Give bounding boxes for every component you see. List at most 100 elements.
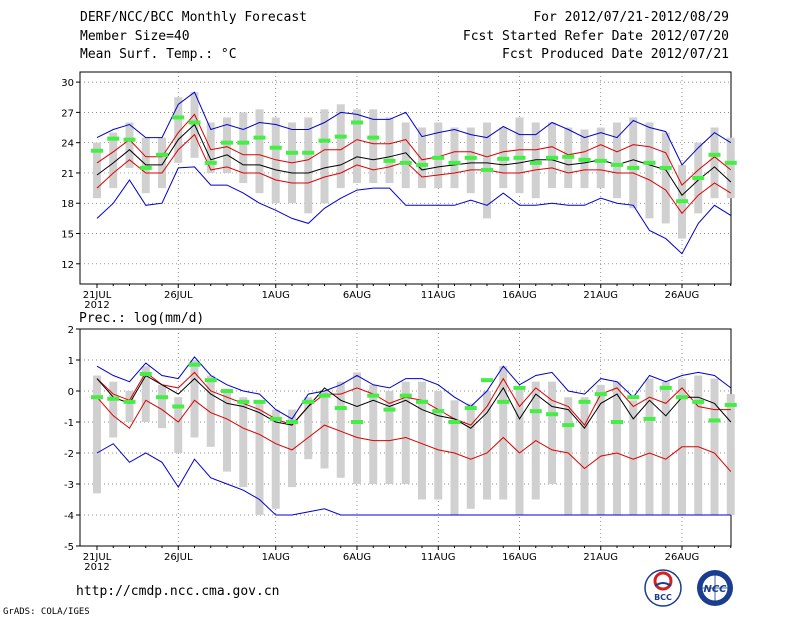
member-bar xyxy=(223,117,231,173)
x-tick-label: 26JUL xyxy=(164,290,193,301)
observed-marker xyxy=(464,406,477,411)
observed-marker xyxy=(221,389,233,393)
member-bar xyxy=(596,127,605,189)
observed-marker xyxy=(676,395,688,400)
member-bar xyxy=(483,391,491,500)
max-line xyxy=(96,356,732,420)
member-bar xyxy=(401,122,410,189)
member-bar xyxy=(125,391,134,422)
observed-marker xyxy=(123,137,136,142)
observed-marker xyxy=(334,406,347,411)
x-tick-label: 21AUG xyxy=(583,290,618,301)
member-bar xyxy=(629,117,638,209)
y-tick-label: 24 xyxy=(61,139,74,150)
member-bar xyxy=(304,397,313,460)
x-tick-label: 21JUL xyxy=(83,290,112,301)
member-bar xyxy=(206,122,215,173)
y-tick-label: 2 xyxy=(68,325,74,336)
member-bar xyxy=(645,122,654,219)
member-bar xyxy=(694,375,703,515)
member-bar xyxy=(515,117,524,194)
observed-marker xyxy=(172,115,185,120)
observed-marker xyxy=(302,399,315,404)
y-tick-label: 27 xyxy=(61,108,74,119)
observed-marker xyxy=(562,154,575,159)
observed-marker xyxy=(237,399,250,404)
x-tick-label: 21JUL xyxy=(83,552,112,563)
observed-marker xyxy=(188,120,201,125)
x-year-label: 2012 xyxy=(84,300,109,311)
ensemble-mean-line xyxy=(96,123,732,196)
x-tick-label: 6AUG xyxy=(343,290,371,301)
min-line xyxy=(96,166,732,255)
observed-marker xyxy=(253,399,266,404)
member-bar xyxy=(336,381,345,478)
observed-marker xyxy=(253,135,266,140)
upper-spread-line xyxy=(96,371,731,426)
y-tick-label: 15 xyxy=(61,230,74,241)
observed-marker xyxy=(708,152,721,157)
observed-marker xyxy=(708,418,721,423)
member-bar xyxy=(710,378,719,515)
member-bar xyxy=(353,109,361,184)
variable-label: Mean Surf. Temp.: °C xyxy=(80,47,237,62)
member-bar xyxy=(125,122,134,168)
produced-date: Fcst Produced Date 2012/07/21 xyxy=(502,47,729,62)
observed-marker xyxy=(416,399,428,404)
lower-spread-line xyxy=(96,396,732,472)
x-tick-label: 11AUG xyxy=(421,552,456,563)
member-bar xyxy=(515,387,524,515)
member-bar xyxy=(613,381,621,515)
observed-marker xyxy=(643,416,656,421)
ncc-logo: NCC xyxy=(697,570,733,606)
observed-marker xyxy=(448,160,461,165)
x-tick-label: 21AUG xyxy=(583,552,618,563)
x-tick-label: 11AUG xyxy=(421,290,456,301)
observed-marker xyxy=(497,399,510,404)
x-tick-label: 26JUL xyxy=(164,552,193,563)
y-tick-label: 30 xyxy=(61,78,74,89)
member-bar xyxy=(288,409,296,488)
observed-marker xyxy=(432,409,445,414)
observed-marker xyxy=(156,152,168,157)
observed-marker xyxy=(432,155,445,160)
observed-marker xyxy=(659,165,672,170)
observed-marker xyxy=(546,155,558,160)
footer-url[interactable]: http://cmdp.ncc.cma.gov.cn xyxy=(76,584,280,599)
observed-marker xyxy=(91,148,103,153)
member-bar xyxy=(141,366,150,422)
grads-credit: GrADS: COLA/IGES xyxy=(3,607,90,617)
x-tick-label: 16AUG xyxy=(502,290,537,301)
observed-marker xyxy=(107,136,120,141)
member-bar xyxy=(580,397,589,515)
member-bar xyxy=(271,409,280,509)
observed-marker xyxy=(351,420,363,424)
member-size: Member Size=40 xyxy=(80,29,190,44)
observed-marker xyxy=(594,392,607,397)
observed-marker xyxy=(286,420,298,424)
member-bar xyxy=(450,400,459,515)
member-bar xyxy=(613,122,621,199)
observed-marker xyxy=(367,393,380,398)
observed-marker xyxy=(204,160,217,165)
member-bar xyxy=(93,375,101,494)
observed-marker xyxy=(497,156,510,161)
member-bar xyxy=(158,384,166,429)
member-bar xyxy=(190,360,199,438)
y-tick-label: -2 xyxy=(64,449,74,460)
member-bar xyxy=(320,109,329,204)
observed-marker xyxy=(643,160,656,165)
member-bar xyxy=(710,127,719,199)
observed-marker xyxy=(464,155,477,160)
y-tick-label: 21 xyxy=(61,169,74,180)
member-bar xyxy=(466,127,475,194)
member-bar xyxy=(596,384,605,515)
x-tick-label: 26AUG xyxy=(665,552,700,563)
y-tick-label: -1 xyxy=(64,418,74,429)
member-bar xyxy=(434,391,443,500)
observed-marker xyxy=(513,155,526,160)
observed-marker xyxy=(399,160,412,165)
member-bar xyxy=(418,381,426,500)
observed-marker xyxy=(611,420,623,424)
